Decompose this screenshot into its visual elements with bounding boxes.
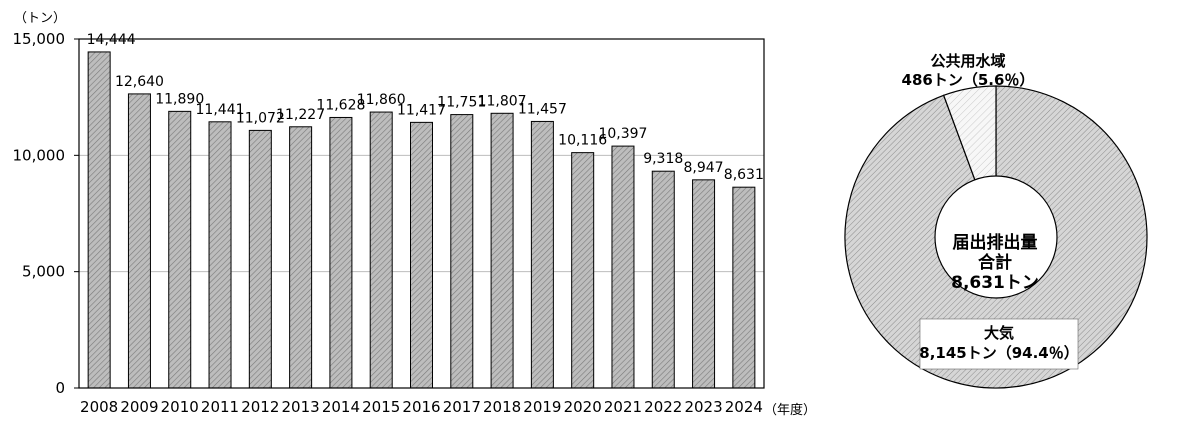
x-tick-label: 2013 bbox=[282, 398, 320, 416]
bar-value-label: 9,318 bbox=[643, 151, 683, 167]
x-tick-label: 2009 bbox=[120, 398, 158, 416]
bar bbox=[248, 129, 272, 389]
bar bbox=[369, 111, 393, 389]
bar-value-label: 11,860 bbox=[357, 92, 406, 108]
air-slice-label: 大気 8,145トン（94.4％） bbox=[919, 318, 1079, 370]
bar-value-label: 11,072 bbox=[236, 110, 285, 126]
bar-value-label: 11,890 bbox=[155, 91, 204, 107]
air-slice-name: 大気 bbox=[984, 324, 1014, 342]
y-tick-label: 0 bbox=[55, 379, 65, 397]
bar bbox=[571, 152, 595, 389]
y-tick-label: 10,000 bbox=[13, 146, 66, 164]
bar-value-label: 11,807 bbox=[478, 93, 527, 109]
bar-data-labels: 14,444 12,64011,89011,44111,07211,22711,6… bbox=[87, 32, 764, 183]
bar-value-label: 10,397 bbox=[598, 126, 647, 142]
bar-value-label: 8,947 bbox=[684, 160, 724, 176]
bar-value-label: 11,751 bbox=[437, 95, 486, 111]
bar-value-label: 8,631 bbox=[724, 167, 764, 183]
y-tick-label: 15,000 bbox=[13, 30, 66, 48]
bar bbox=[490, 112, 514, 389]
bar-value-label: 12,640 bbox=[115, 74, 164, 90]
bar bbox=[87, 51, 111, 389]
donut-center-hole bbox=[934, 175, 1058, 299]
center-label-line2: 合計 bbox=[978, 252, 1012, 273]
bar bbox=[651, 170, 675, 389]
bar bbox=[530, 120, 554, 389]
x-tick-label: 2021 bbox=[604, 398, 642, 416]
bar-value-label: 14,444 bbox=[87, 32, 136, 48]
bar bbox=[611, 145, 635, 389]
x-tick-label: 2019 bbox=[523, 398, 561, 416]
bar-value-label: 10,116 bbox=[558, 133, 607, 149]
bar-value-label: 11,441 bbox=[196, 102, 245, 118]
x-tick-label: 2020 bbox=[564, 398, 602, 416]
x-tick-label: 2023 bbox=[684, 398, 722, 416]
x-tick-label: 2008 bbox=[80, 398, 118, 416]
x-tick-label: 2017 bbox=[443, 398, 481, 416]
x-tick-label: 2012 bbox=[241, 398, 279, 416]
bar bbox=[329, 116, 353, 389]
air-label-box bbox=[919, 318, 1079, 370]
y-axis-unit-label: （トン） bbox=[14, 11, 66, 26]
bar bbox=[732, 186, 756, 389]
bar-chart: 14,444 12,64011,89011,44111,07211,22711,6… bbox=[13, 11, 817, 418]
air-slice-value: 8,145トン（94.4％） bbox=[919, 344, 1078, 362]
bar bbox=[208, 121, 232, 389]
bar-value-label: 11,628 bbox=[316, 97, 365, 113]
bar-value-label: 11,417 bbox=[397, 102, 446, 118]
x-axis-unit-label: （年度） bbox=[764, 402, 816, 418]
bar-value-label: 11,457 bbox=[518, 101, 567, 117]
donut-chart: 届出排出量 合計 8,631トン 公共用水域 486トン（5.6％） 大気 8,… bbox=[844, 52, 1148, 389]
center-label-line1: 届出排出量 bbox=[953, 232, 1038, 253]
bar bbox=[168, 110, 192, 389]
x-tick-label: 2022 bbox=[644, 398, 682, 416]
bar bbox=[289, 126, 313, 389]
x-tick-label: 2014 bbox=[322, 398, 360, 416]
center-label-line3: 8,631トン bbox=[951, 273, 1039, 293]
bar bbox=[127, 93, 151, 389]
x-tick-label: 2016 bbox=[402, 398, 440, 416]
bar bbox=[450, 114, 474, 389]
water-slice-name: 公共用水域 bbox=[930, 52, 1005, 70]
bar bbox=[410, 121, 433, 389]
x-tick-label: 2010 bbox=[161, 398, 199, 416]
x-tick-label: 2011 bbox=[201, 398, 239, 416]
water-slice-value: 486トン（5.6％） bbox=[902, 71, 1035, 89]
x-tick-label: 2018 bbox=[483, 398, 521, 416]
x-tick-label: 2024 bbox=[725, 398, 763, 416]
bar bbox=[692, 179, 716, 389]
bar-value-label: 11,227 bbox=[276, 107, 325, 123]
water-slice-label: 公共用水域 486トン（5.6％） bbox=[902, 52, 1035, 89]
x-tick-label: 2015 bbox=[362, 398, 400, 416]
plot-area-frame bbox=[78, 38, 765, 389]
y-tick-label: 5,000 bbox=[22, 263, 65, 281]
